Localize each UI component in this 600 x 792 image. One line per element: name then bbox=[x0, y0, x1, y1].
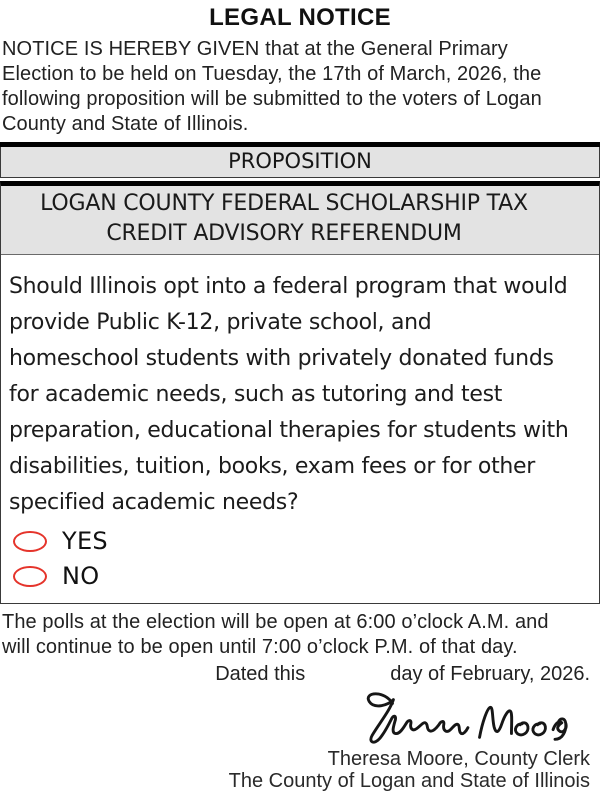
yes-ballot-oval-icon[interactable] bbox=[13, 530, 47, 552]
referendum-title-line: LOGAN COUNTY FEDERAL SCHOLARSHIP TAX bbox=[40, 191, 528, 216]
page-title: LEGAL NOTICE bbox=[209, 4, 391, 31]
polls-line: The polls at the election will be open a… bbox=[2, 611, 549, 633]
choice-row-no: NO bbox=[13, 562, 599, 590]
referendum-title: LOGAN COUNTY FEDERAL SCHOLARSHIP TAX CRE… bbox=[1, 186, 599, 255]
no-label: NO bbox=[62, 562, 100, 590]
intro-line: NOTICE IS HEREBY GIVEN that at the Gener… bbox=[2, 38, 508, 60]
polls-paragraph: The polls at the election will be open a… bbox=[2, 610, 598, 660]
intro-line: following proposition will be submitted … bbox=[2, 88, 542, 110]
referendum-question: Should Illinois opt into a federal progr… bbox=[1, 255, 599, 521]
notice-intro-paragraph: NOTICE IS HEREBY GIVEN that at the Gener… bbox=[2, 37, 598, 137]
question-line: homeschool students with privately donat… bbox=[9, 346, 554, 371]
proposition-header-label: PROPOSITION bbox=[0, 147, 600, 178]
county-attribution: The County of Logan and State of Illinoi… bbox=[228, 770, 590, 792]
proposition-header-bar: PROPOSITION bbox=[0, 142, 600, 178]
proposition-box: LOGAN COUNTY FEDERAL SCHOLARSHIP TAX CRE… bbox=[0, 181, 600, 604]
question-line: for academic needs, such as tutoring and… bbox=[9, 382, 503, 407]
yes-label: YES bbox=[62, 527, 108, 555]
question-line: Should Illinois opt into a federal progr… bbox=[9, 274, 568, 299]
question-line: specified academic needs? bbox=[9, 490, 299, 515]
signature-row bbox=[0, 688, 600, 748]
question-line: disabilities, tuition, books, exam fees … bbox=[9, 454, 536, 479]
ballot-choices: YES NO bbox=[1, 521, 599, 603]
choice-row-yes: YES bbox=[13, 527, 599, 555]
clerk-attribution: Theresa Moore, County Clerk bbox=[327, 748, 590, 770]
intro-line: County and State of Illinois. bbox=[2, 113, 249, 135]
question-line: preparation, educational therapies for s… bbox=[9, 418, 569, 443]
signature-image bbox=[366, 692, 568, 744]
question-line: provide Public K-12, private school, and bbox=[9, 310, 432, 335]
polls-line: will continue to be open until 7:00 o’cl… bbox=[2, 636, 518, 658]
dated-suffix: day of February, 2026. bbox=[390, 663, 590, 685]
legal-notice-page: LEGAL NOTICE NOTICE IS HEREBY GIVEN that… bbox=[0, 3, 600, 792]
dated-line: Dated this day of February, 2026. bbox=[0, 662, 600, 686]
intro-line: Election to be held on Tuesday, the 17th… bbox=[2, 63, 542, 85]
dated-prefix: Dated this bbox=[215, 663, 306, 685]
referendum-title-line: CREDIT ADVISORY REFERENDUM bbox=[106, 221, 462, 246]
no-ballot-oval-icon[interactable] bbox=[13, 565, 47, 587]
